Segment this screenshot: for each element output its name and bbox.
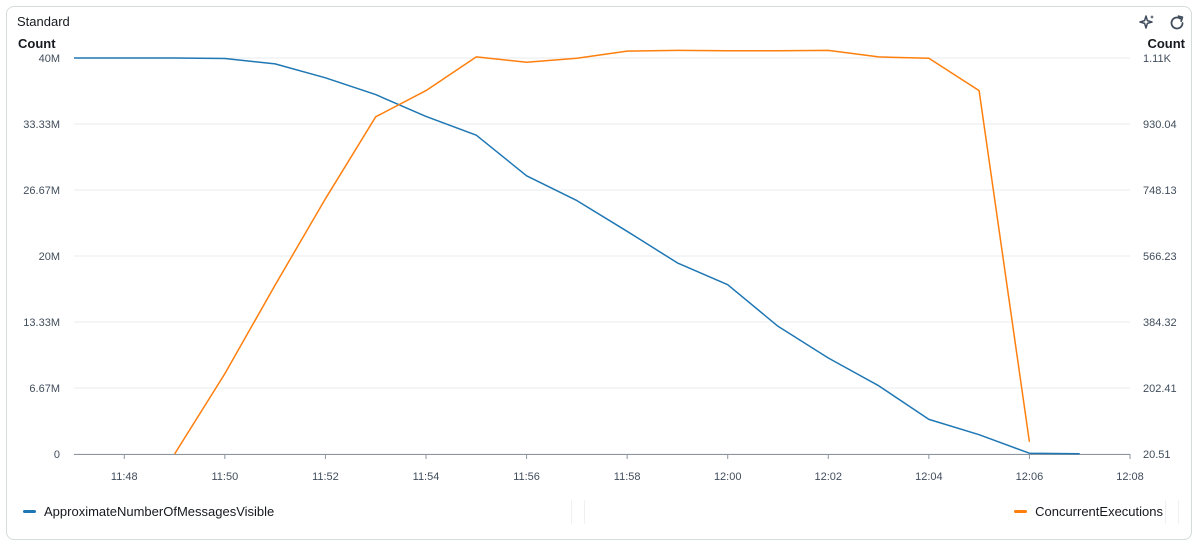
- legend-divider: [571, 500, 585, 524]
- x-tick-label: 11:58: [614, 471, 641, 483]
- refresh-icon[interactable]: [1167, 13, 1187, 33]
- x-tick-label: 11:52: [312, 471, 339, 483]
- series-line-messages-visible: [74, 57, 1080, 455]
- legend-swatch-messages-visible: [23, 510, 36, 513]
- legend-label-messages-visible: ApproximateNumberOfMessagesVisible: [44, 504, 275, 519]
- chart-panel: [6, 6, 1192, 540]
- right-axis-ticks: 20.51 202.41 384.32 566.23 748.13 930.04 1.11K: [1143, 53, 1177, 461]
- series-line-concurrent-executions: [173, 49, 1031, 455]
- right-axis-unit: Count: [1147, 36, 1185, 51]
- y-left-tick-label: 33.33M: [23, 119, 60, 131]
- x-tick-label: 12:08: [1116, 471, 1144, 483]
- y-right-tick-label: 1.11K: [1143, 53, 1172, 65]
- x-tick-label: 11:54: [413, 471, 440, 483]
- x-axis-ticks: 11:48 11:50 11:52 11:54 11:56 11:58 12:00 12:02…: [74, 454, 1144, 483]
- y-left-tick-label: 6.67M: [29, 383, 60, 395]
- series-lines: [74, 49, 1080, 455]
- x-tick-label: 11:56: [513, 471, 540, 483]
- y-left-tick-label: 0: [54, 449, 60, 461]
- left-axis-ticks: 0 6.67M 13.33M 20M 26.67M 33.33M 40M: [23, 53, 60, 461]
- y-right-tick-label: 202.41: [1143, 383, 1177, 395]
- y-right-tick-label: 384.32: [1143, 317, 1177, 329]
- y-left-tick-label: 26.67M: [23, 185, 60, 197]
- y-right-tick-label: 930.04: [1143, 119, 1177, 131]
- y-left-tick-label: 20M: [39, 251, 60, 263]
- y-right-tick-label: 748.13: [1143, 185, 1177, 197]
- x-tick-label: 12:06: [1016, 471, 1044, 483]
- y-right-tick-label: 566.23: [1143, 251, 1177, 263]
- widget-toolbar: [1137, 13, 1187, 33]
- x-tick-label: 12:02: [815, 471, 843, 483]
- x-tick-label: 12:00: [714, 471, 742, 483]
- sparkle-icon[interactable]: [1137, 13, 1157, 33]
- legend-item-concurrent-executions[interactable]: ConcurrentExecutions: [1014, 504, 1163, 519]
- y-left-tick-label: 40M: [39, 53, 60, 65]
- legend-label-concurrent-executions: ConcurrentExecutions: [1035, 504, 1163, 519]
- legend-divider: [1165, 500, 1179, 524]
- legend-item-messages-visible[interactable]: ApproximateNumberOfMessagesVisible: [23, 504, 274, 519]
- left-axis-unit: Count: [18, 36, 56, 51]
- y-right-tick-label: 20.51: [1143, 449, 1171, 461]
- widget-title: Standard: [17, 14, 70, 29]
- x-tick-label: 12:04: [915, 471, 943, 483]
- legend-swatch-concurrent-executions: [1014, 510, 1028, 513]
- x-tick-label: 11:50: [211, 471, 238, 483]
- x-tick-label: 11:48: [111, 471, 138, 483]
- y-left-tick-label: 13.33M: [23, 317, 60, 329]
- grid-lines: [74, 57, 1130, 455]
